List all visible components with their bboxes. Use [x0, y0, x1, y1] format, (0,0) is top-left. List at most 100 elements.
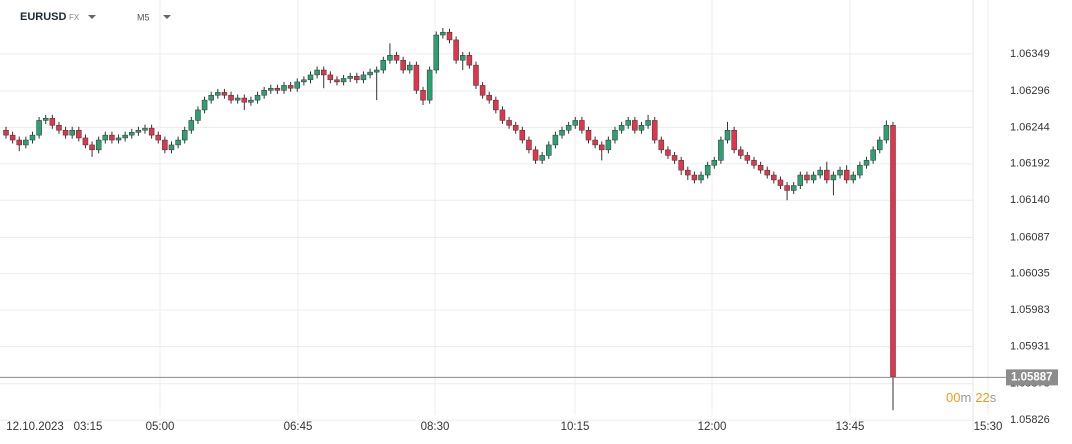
candle-body — [287, 85, 294, 89]
candle-body — [181, 129, 188, 141]
candle-body — [36, 120, 42, 136]
candle-body — [824, 169, 830, 181]
candle-body — [870, 149, 876, 161]
x-tick-label: 10:15 — [561, 421, 590, 433]
candle-body — [340, 78, 347, 83]
candle-body — [393, 55, 400, 61]
candle-body — [380, 59, 387, 71]
candle-body — [519, 129, 526, 141]
candle-body — [777, 179, 784, 186]
candle-body — [440, 31, 446, 36]
timeframe-dropdown[interactable] — [163, 15, 171, 19]
candle-body — [387, 55, 393, 61]
y-tick-label: 1.05983 — [1010, 304, 1050, 316]
candle-body — [9, 134, 16, 141]
candle-body — [95, 139, 102, 151]
candle-body — [142, 127, 148, 131]
candles — [3, 28, 896, 411]
candle-body — [837, 169, 843, 176]
countdown-seconds_unit: s — [990, 390, 997, 405]
candle-body — [691, 174, 698, 181]
candle-body — [678, 160, 684, 171]
candle-body — [314, 69, 320, 76]
candle-body — [618, 125, 625, 131]
candle-body — [29, 134, 36, 141]
candle-body — [671, 155, 678, 161]
candle-body — [89, 144, 95, 151]
candle-body — [459, 55, 466, 61]
candle-body — [129, 132, 135, 136]
candle-body — [241, 97, 248, 103]
candle-body — [373, 69, 380, 73]
candle-body — [115, 137, 122, 141]
candle-body — [122, 134, 128, 139]
candle-body — [347, 76, 353, 79]
y-tick-label: 1.06296 — [1010, 85, 1050, 97]
candle-body — [268, 87, 274, 91]
candle-body — [201, 99, 208, 111]
candle-body — [168, 144, 175, 151]
candle-body — [466, 55, 473, 66]
candle-body — [62, 129, 69, 136]
countdown-minutes: 00 — [946, 390, 960, 405]
countdown-minutes_unit: m — [960, 390, 971, 405]
candle-body — [532, 149, 539, 161]
candle-body — [261, 90, 267, 96]
candle-body — [685, 169, 691, 176]
y-tick-label: 1.05826 — [1010, 414, 1050, 426]
candle-body — [228, 94, 234, 101]
candle-body — [651, 120, 658, 141]
candle-body — [843, 169, 850, 181]
candle-body — [744, 155, 751, 161]
candle-body — [632, 120, 638, 131]
candle-body — [248, 99, 254, 103]
candle-body — [453, 39, 459, 61]
candle-body — [665, 149, 671, 156]
symbol[interactable]: EURUSD — [20, 11, 67, 23]
candle-body — [301, 79, 307, 83]
candle-body — [135, 129, 142, 133]
candle-body — [850, 174, 857, 181]
candle-body — [307, 74, 314, 81]
candle-body — [208, 94, 214, 101]
candle-body — [751, 160, 757, 166]
countdown-seconds: 22 — [975, 390, 989, 405]
candle-body — [102, 134, 109, 141]
candle-body — [433, 34, 440, 71]
candle-body — [724, 129, 731, 141]
candle-body — [698, 174, 704, 181]
candle-body — [499, 109, 506, 121]
candle-body — [625, 120, 631, 126]
candle-body — [790, 185, 797, 191]
candle-body — [486, 94, 492, 101]
candle-body — [155, 134, 161, 141]
timeframe[interactable]: M5 — [137, 12, 150, 22]
y-tick-label: 1.06087 — [1010, 231, 1050, 243]
candle-body — [711, 160, 718, 166]
candle-body — [195, 109, 201, 121]
candle-body — [771, 174, 777, 181]
candle-body — [731, 129, 737, 151]
candle-body — [539, 155, 545, 161]
candle-body — [234, 97, 241, 101]
candle-body — [764, 169, 770, 176]
candle-body — [426, 69, 433, 101]
candle-body — [23, 139, 29, 146]
candle-body — [413, 64, 420, 91]
candle-body — [360, 74, 367, 81]
symbol-dropdown[interactable] — [88, 15, 96, 19]
candle-body — [109, 134, 115, 141]
candle-body — [638, 125, 645, 131]
candle-body — [188, 120, 195, 131]
candle-body — [69, 129, 75, 136]
y-tick-label: 1.06244 — [1010, 121, 1050, 133]
y-tick-label: 1.06140 — [1010, 194, 1050, 206]
candle-body — [704, 164, 711, 176]
candle-body — [400, 59, 406, 71]
candle-body — [877, 139, 883, 151]
x-tick-label: 05:00 — [146, 421, 175, 433]
candle-body — [546, 144, 552, 156]
candle-body — [82, 137, 89, 146]
candle-body — [407, 64, 413, 71]
candle-body — [16, 139, 22, 146]
